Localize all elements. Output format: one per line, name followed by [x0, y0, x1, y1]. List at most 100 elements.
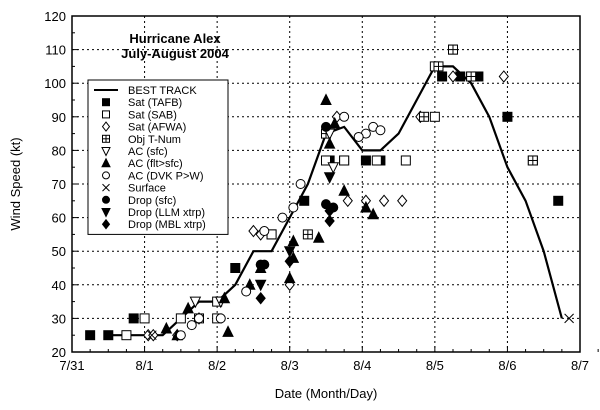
data-point: [328, 116, 341, 129]
legend-swatch: [101, 121, 111, 132]
x-axis-label: Date (Month/Day): [275, 386, 378, 401]
data-point: [320, 93, 332, 105]
x-tick-label: 8/4: [353, 358, 371, 373]
chart-subtitle: July-August 2004: [121, 46, 229, 61]
data-point: [85, 330, 96, 341]
chart-title: Hurricane Alex: [129, 31, 221, 46]
legend-swatch: [101, 147, 111, 157]
data-point: [175, 330, 186, 341]
y-tick-label: 80: [52, 143, 66, 158]
data-point: [367, 207, 379, 220]
x-tick-label: 8/6: [498, 358, 516, 373]
data-point: [189, 296, 202, 309]
y-tick-label: 70: [52, 177, 66, 192]
legend-label: Drop (sfc): [128, 195, 176, 207]
series-ac-flt-sfc-: [160, 93, 379, 341]
data-point: [299, 195, 310, 206]
y-tick-label: 50: [52, 244, 66, 259]
x-tick-label: 8/2: [208, 358, 226, 373]
data-point: [400, 155, 411, 166]
y-tick-label: 110: [45, 43, 66, 58]
series-drop-mbl-xtrp-: [255, 204, 335, 305]
series-surface: [146, 313, 574, 341]
y-tick-label: 120: [44, 9, 66, 24]
data-point: [121, 330, 132, 341]
data-point: [502, 111, 513, 122]
y-tick-label: 20: [52, 345, 66, 360]
legend-label: Sat (SAB): [128, 109, 177, 121]
data-point: [287, 234, 300, 247]
data-point: [254, 279, 267, 292]
data-point: [323, 137, 336, 149]
legend-swatch: [102, 171, 110, 180]
series-sat-afwa-: [143, 70, 509, 342]
y-tick-label: 40: [52, 278, 66, 293]
x-tick-label: 8/3: [281, 358, 299, 373]
legend-label: Drop (LLM xtrp): [128, 207, 205, 219]
data-point: [175, 313, 186, 324]
legend-label: Drop (MBL xtrp): [128, 219, 206, 231]
data-point: [338, 184, 350, 196]
x-tick-label: 8/1: [136, 358, 154, 373]
data-point: [255, 291, 266, 305]
data-point: [186, 320, 197, 331]
y-tick-label: 30: [52, 311, 66, 326]
data-point: [248, 224, 259, 238]
data-point: [378, 194, 390, 208]
x-tick-label: 8/5: [426, 358, 444, 373]
data-point: [360, 200, 372, 213]
data-point: [259, 259, 270, 270]
data-point: [277, 212, 288, 223]
data-point: [103, 330, 114, 341]
grid: [72, 16, 580, 352]
data-point: [128, 313, 139, 324]
data-point: [375, 125, 386, 136]
data-point: [283, 271, 296, 284]
data-point: [230, 263, 241, 273]
y-tick-label: 60: [52, 211, 66, 226]
data-point: [160, 321, 173, 334]
data-point: [339, 155, 350, 166]
legend-label: AC (sfc): [128, 146, 168, 158]
legend-swatch: [102, 98, 110, 107]
legend-box: [87, 79, 229, 235]
data-point: [146, 330, 157, 341]
data-point: [339, 111, 350, 122]
data-point: [324, 214, 335, 228]
data-point: [327, 162, 340, 174]
data-point: [371, 155, 382, 166]
legend-swatch: [101, 157, 111, 168]
y-tick-label: 90: [52, 110, 66, 125]
data-point: [312, 231, 325, 243]
data-point: [321, 155, 331, 166]
legend-label: Sat (TAFB): [128, 97, 182, 109]
data-point: [321, 121, 331, 132]
data-point: [182, 301, 194, 314]
data-point: [215, 313, 226, 324]
y-tick-label: 100: [44, 76, 66, 91]
legend-label: Surface: [128, 183, 166, 195]
data-point: [295, 179, 306, 189]
data-point: [288, 202, 299, 213]
data-point: [437, 71, 448, 82]
series-ac-dvk-p-w-: [175, 111, 386, 341]
axes: 7/31 8/1 8/2 8/3 8/4 8/5 8/6 8/7 20 30 40 50 60 70 80 9…: [44, 9, 599, 373]
legend-label: BEST TRACK: [128, 85, 197, 97]
legend-label: Obj T-Num: [128, 134, 181, 146]
legend-swatch: [102, 195, 110, 204]
data-point: [194, 313, 204, 324]
data-point: [139, 313, 150, 324]
series-drop-llm-xtrp-: [254, 172, 336, 292]
data-point: [218, 291, 231, 304]
series-obj-t-num: [302, 44, 538, 240]
data-point: [360, 155, 371, 166]
legend-label: Sat (AFWA): [128, 122, 186, 134]
data-point: [241, 286, 252, 297]
data-point: [259, 226, 270, 237]
data-point: [283, 246, 296, 258]
data-point: [447, 70, 459, 83]
legend-label: AC (DVK P>W): [128, 170, 203, 182]
data-point: [353, 131, 364, 142]
